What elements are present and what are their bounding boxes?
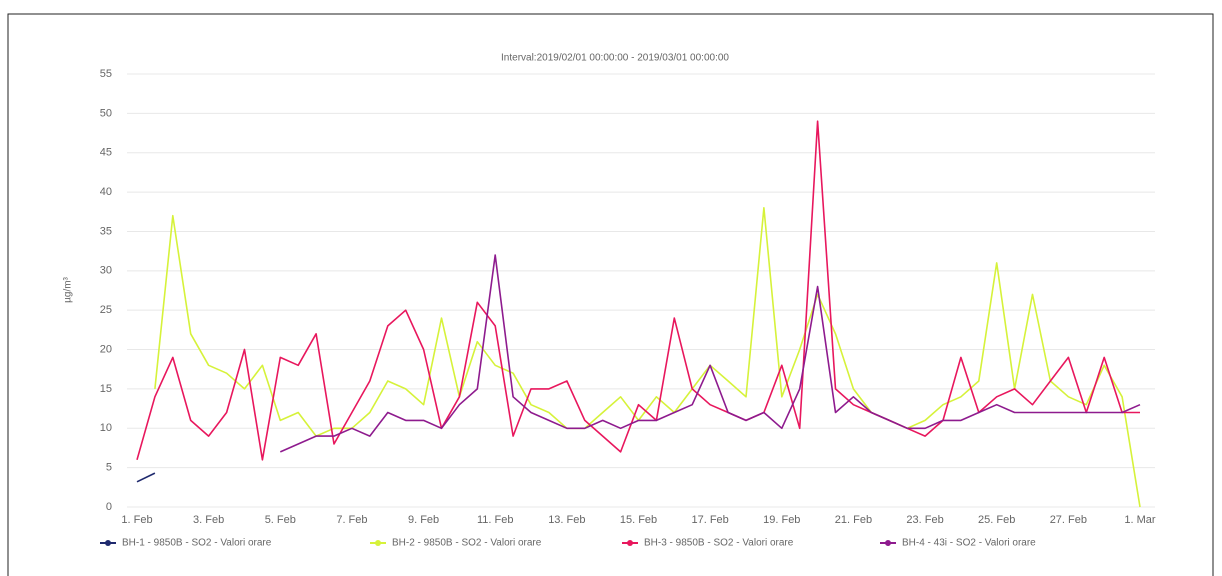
y-tick-label: 35 <box>100 225 112 237</box>
x-tick-label: 23. Feb <box>906 514 943 526</box>
y-tick-label: 0 <box>106 501 112 513</box>
legend-marker <box>105 540 111 546</box>
y-tick-label: 30 <box>100 265 112 277</box>
series-line <box>136 472 156 483</box>
x-tick-label: 19. Feb <box>763 514 800 526</box>
series-line <box>136 120 1140 461</box>
x-tick-label: 17. Feb <box>691 514 728 526</box>
frame <box>7 13 1214 576</box>
y-tick-label: 40 <box>100 186 112 198</box>
series-line <box>154 207 1141 508</box>
legend-label: BH-2 - 9850B - SO2 - Valori orare <box>392 538 542 549</box>
x-tick-label: 9. Feb <box>408 514 439 526</box>
y-tick-label: 20 <box>100 343 112 355</box>
legend-label: BH-4 - 43i - SO2 - Valori orare <box>902 538 1036 549</box>
x-tick-label: 7. Feb <box>336 514 367 526</box>
series-line <box>279 254 1141 453</box>
x-tick-label: 15. Feb <box>620 514 657 526</box>
legend-marker <box>375 540 381 546</box>
chart-title: Interval:2019/02/01 00:00:00 - 2019/03/0… <box>501 53 729 64</box>
legend-label: BH-3 - 9850B - SO2 - Valori orare <box>644 538 794 549</box>
y-tick-label: 5 <box>106 462 112 474</box>
x-tick-label: 1. Feb <box>121 514 152 526</box>
x-tick-label: 1. Mar <box>1124 514 1156 526</box>
x-tick-label: 27. Feb <box>1050 514 1087 526</box>
y-tick-label: 25 <box>100 304 112 316</box>
y-tick-label: 45 <box>100 147 112 159</box>
legend-marker <box>885 540 891 546</box>
y-tick-label: 50 <box>100 107 112 119</box>
legend-marker <box>627 540 633 546</box>
x-tick-label: 5. Feb <box>265 514 296 526</box>
y-tick-label: 10 <box>100 422 112 434</box>
x-tick-label: 13. Feb <box>548 514 585 526</box>
x-tick-label: 11. Feb <box>477 514 514 526</box>
x-tick-label: 25. Feb <box>978 514 1015 526</box>
legend-label: BH-1 - 9850B - SO2 - Valori orare <box>122 538 272 549</box>
y-tick-label: 15 <box>100 383 112 395</box>
y-axis-label: µg/m³ <box>63 276 74 302</box>
y-tick-label: 55 <box>100 68 112 80</box>
x-tick-label: 21. Feb <box>835 514 872 526</box>
x-tick-label: 3. Feb <box>193 514 224 526</box>
